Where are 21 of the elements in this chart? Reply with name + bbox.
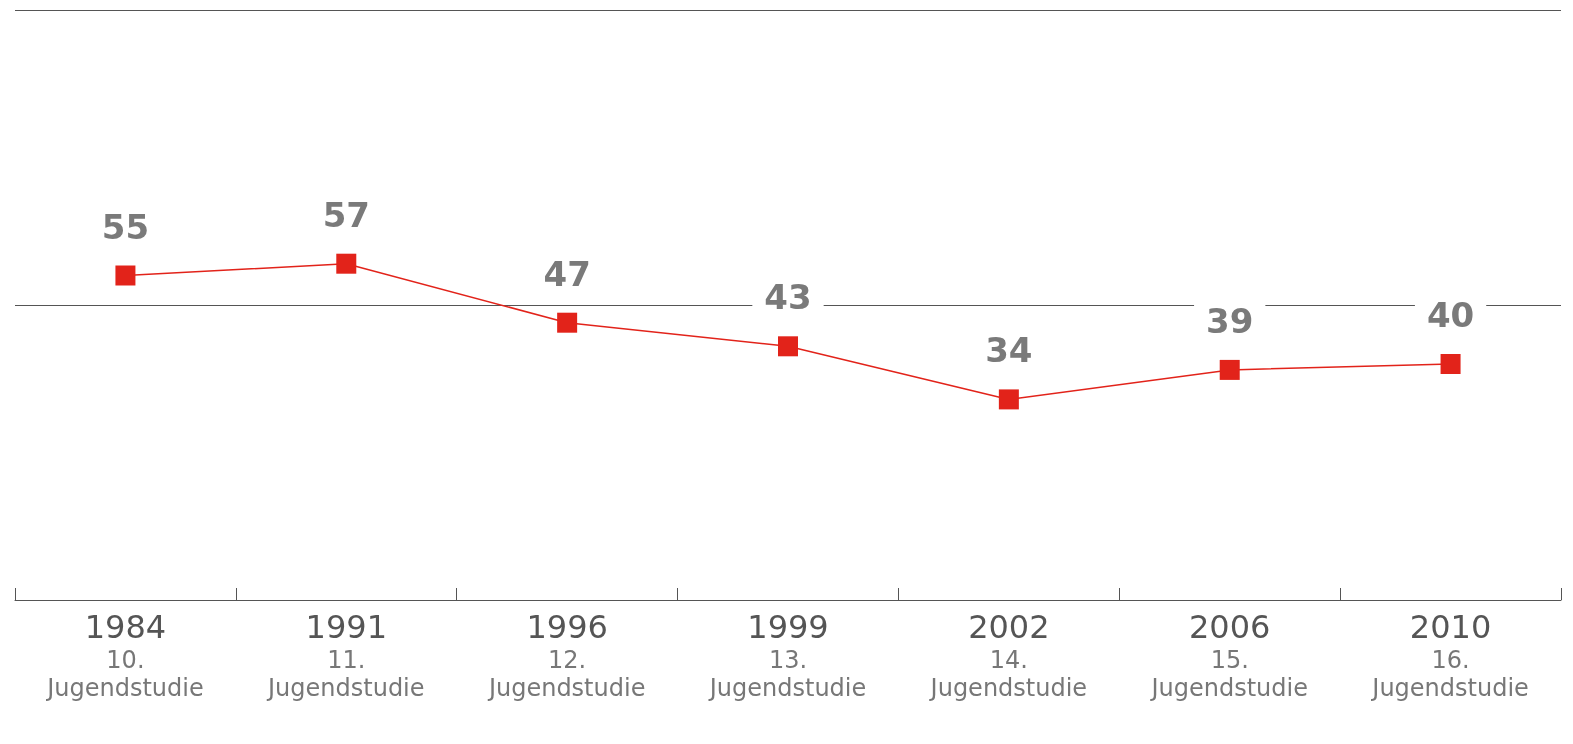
data-label: 40 xyxy=(1426,295,1475,335)
x-tick-label: 1999 13. Jugendstudie xyxy=(707,608,867,702)
data-label: 43 xyxy=(764,277,812,318)
x-tick-label: 1996 12. Jugendstudie xyxy=(486,608,646,702)
x-tick-label: 2006 15. Jugendstudie xyxy=(1149,608,1308,702)
data-label: 55 xyxy=(101,206,150,247)
point xyxy=(1219,359,1240,380)
point xyxy=(557,312,578,333)
point xyxy=(998,389,1019,410)
data-label: 39 xyxy=(1206,300,1254,341)
data-label: 47 xyxy=(543,253,591,294)
point xyxy=(778,336,798,357)
point xyxy=(115,265,136,286)
x-tick-label: 1991 11. Jugendstudie xyxy=(266,608,425,702)
x-tick-label: 2010 16. Jugendstudie xyxy=(1370,608,1529,702)
point xyxy=(1440,354,1461,374)
x-tick-label: 1984 10. Jugendstudie xyxy=(45,608,204,702)
data-label: 57 xyxy=(322,194,370,235)
x-tick-label: 2002 14. Jugendstudie xyxy=(928,608,1088,702)
point xyxy=(336,253,357,274)
data-label: 34 xyxy=(985,330,1033,371)
